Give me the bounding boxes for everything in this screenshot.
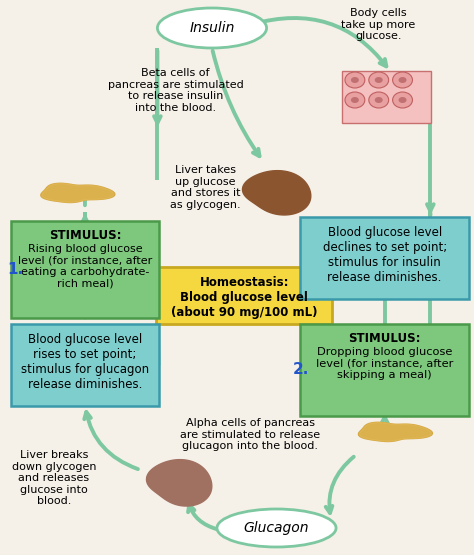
Ellipse shape (217, 509, 336, 547)
FancyBboxPatch shape (156, 267, 332, 324)
Ellipse shape (369, 72, 389, 88)
Polygon shape (359, 422, 431, 441)
Text: STIMULUS:: STIMULUS: (348, 332, 421, 345)
Polygon shape (146, 460, 212, 506)
Text: Beta cells of
pancreas are stimulated
to release insulin
into the blood.: Beta cells of pancreas are stimulated to… (108, 68, 244, 113)
Text: Dropping blood glucose
level (for instance, after
skipping a meal): Dropping blood glucose level (for instan… (316, 347, 453, 380)
Text: Alpha cells of pancreas
are stimulated to release
glucagon into the blood.: Alpha cells of pancreas are stimulated t… (180, 418, 320, 451)
Text: Blood glucose level
declines to set point;
stimulus for insulin
release diminish: Blood glucose level declines to set poin… (322, 226, 447, 284)
Polygon shape (243, 170, 311, 215)
Ellipse shape (392, 72, 412, 88)
Text: Liver breaks
down glycogen
and releases
glucose into
blood.: Liver breaks down glycogen and releases … (11, 450, 96, 506)
FancyBboxPatch shape (10, 324, 159, 406)
FancyBboxPatch shape (301, 217, 469, 299)
Ellipse shape (345, 72, 365, 88)
Text: 1.: 1. (8, 261, 24, 276)
Ellipse shape (345, 92, 365, 108)
Text: Blood glucose level
rises to set point;
stimulus for glucagon
release diminishes: Blood glucose level rises to set point; … (21, 333, 149, 391)
Ellipse shape (399, 77, 407, 83)
Text: Liver takes
up glucose
and stores it
as glycogen.: Liver takes up glucose and stores it as … (170, 165, 241, 210)
Text: Body cells
take up more
glucose.: Body cells take up more glucose. (341, 8, 415, 41)
Ellipse shape (375, 77, 383, 83)
Text: Insulin: Insulin (189, 21, 235, 35)
Polygon shape (41, 183, 115, 203)
Ellipse shape (375, 97, 383, 103)
Ellipse shape (399, 97, 407, 103)
FancyBboxPatch shape (342, 71, 431, 123)
Ellipse shape (351, 77, 359, 83)
Ellipse shape (369, 92, 389, 108)
Text: STIMULUS:: STIMULUS: (49, 229, 121, 242)
Polygon shape (42, 184, 114, 202)
FancyBboxPatch shape (10, 221, 159, 318)
Ellipse shape (392, 92, 412, 108)
Text: Rising blood glucose
level (for instance, after
eating a carbohydrate-
rich meal: Rising blood glucose level (for instance… (18, 244, 152, 289)
Polygon shape (358, 422, 432, 442)
Text: Glucagon: Glucagon (244, 521, 309, 535)
Text: Homeostasis:
Blood glucose level
(about 90 mg/100 mL): Homeostasis: Blood glucose level (about … (171, 276, 318, 319)
Ellipse shape (157, 8, 266, 48)
Text: 2.: 2. (292, 362, 309, 377)
Ellipse shape (351, 97, 359, 103)
FancyBboxPatch shape (301, 324, 469, 416)
